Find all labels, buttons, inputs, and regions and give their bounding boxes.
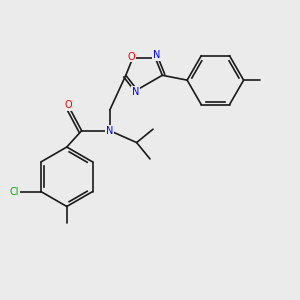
Text: O: O [128, 52, 135, 62]
Text: N: N [106, 126, 114, 136]
Text: N: N [153, 50, 161, 60]
Text: Cl: Cl [10, 187, 19, 196]
Text: N: N [132, 87, 140, 97]
Text: O: O [64, 100, 72, 110]
